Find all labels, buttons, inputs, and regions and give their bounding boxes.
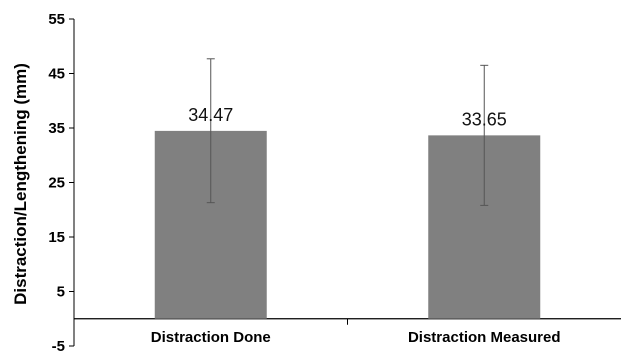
y-tick-label: 45 (48, 66, 65, 83)
data-label: 33.65 (462, 109, 507, 129)
x-tick-label: Distraction Measured (408, 329, 561, 346)
y-tick-label: 55 (48, 11, 65, 28)
y-tick-label: 35 (48, 120, 65, 137)
y-tick-label: 15 (48, 229, 65, 246)
data-label: 34.47 (188, 105, 233, 125)
y-tick-label: 25 (48, 175, 65, 192)
x-tick-label: Distraction Done (151, 329, 271, 346)
y-tick-label: 5 (57, 284, 65, 301)
plot-area: -5 5 15 25 35 45 55 34.47 Distraction Done 33.65 D… (48, 11, 621, 354)
y-axis-title: Distraction/Lengthening (mm) (11, 63, 30, 305)
y-tick-label: -5 (52, 338, 65, 354)
